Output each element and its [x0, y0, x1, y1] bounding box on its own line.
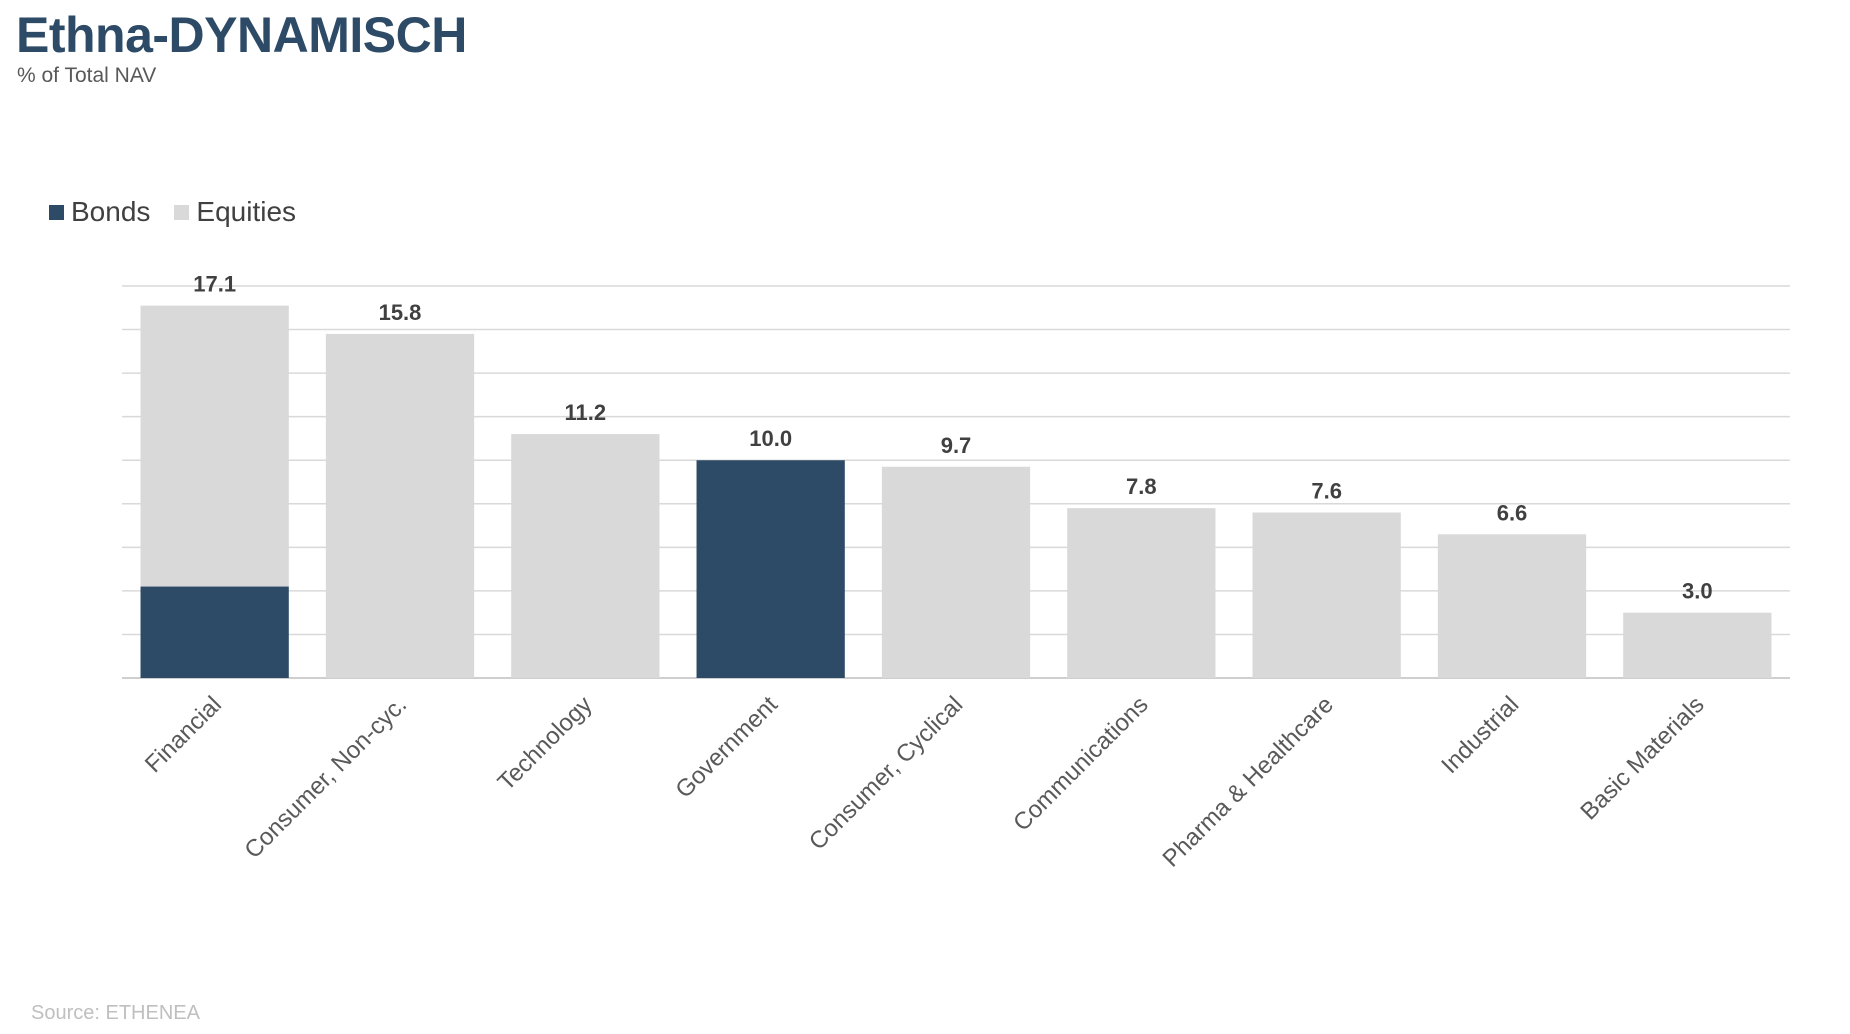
- category-label: Pharma & Healthcare: [1158, 691, 1339, 872]
- data-label: 7.6: [1311, 478, 1342, 503]
- legend-label-bonds: Bonds: [71, 196, 151, 227]
- data-label: 6.6: [1497, 500, 1528, 525]
- source-note: Source: ETHENEA: [31, 1002, 200, 1024]
- bar-equities: [1623, 612, 1772, 678]
- data-label: 11.2: [565, 400, 607, 425]
- chart-subtitle: % of Total NAV: [17, 64, 157, 87]
- bar-equities: [1252, 512, 1401, 678]
- data-label: 9.7: [941, 433, 972, 458]
- data-label: 15.8: [379, 300, 422, 325]
- data-label: 7.8: [1126, 474, 1157, 499]
- data-label: 3.0: [1682, 579, 1713, 604]
- category-label: Communications: [1008, 691, 1153, 836]
- category-label: Technology: [493, 691, 598, 796]
- bar-equities: [325, 333, 475, 678]
- bar-equities: [140, 305, 289, 587]
- chart-title: Ethna-DYNAMISCH: [16, 7, 467, 63]
- bar-equities: [511, 434, 660, 678]
- bar-bonds: [140, 586, 289, 678]
- legend-item-equities: Equities: [174, 196, 296, 228]
- category-label: Consumer, Cyclical: [804, 691, 968, 855]
- bar-bonds: [696, 460, 845, 678]
- legend-swatch-equities: [174, 204, 190, 220]
- legend-label-equities: Equities: [196, 196, 297, 227]
- category-label: Government: [670, 691, 783, 804]
- data-label: 17.1: [193, 272, 236, 297]
- legend-swatch-bonds: [49, 204, 64, 220]
- chart-legend: Bonds Equities: [49, 196, 320, 228]
- data-label: 10.0: [749, 426, 792, 451]
- category-label: Basic Materials: [1575, 691, 1709, 825]
- bar-equities: [881, 466, 1031, 678]
- bar-equities: [1437, 534, 1587, 678]
- category-label: Industrial: [1436, 691, 1524, 779]
- legend-item-bonds: Bonds: [49, 196, 150, 228]
- category-label: Financial: [140, 691, 227, 778]
- bar-equities: [1067, 508, 1216, 678]
- category-label: Consumer, Non-cyc.: [239, 691, 412, 864]
